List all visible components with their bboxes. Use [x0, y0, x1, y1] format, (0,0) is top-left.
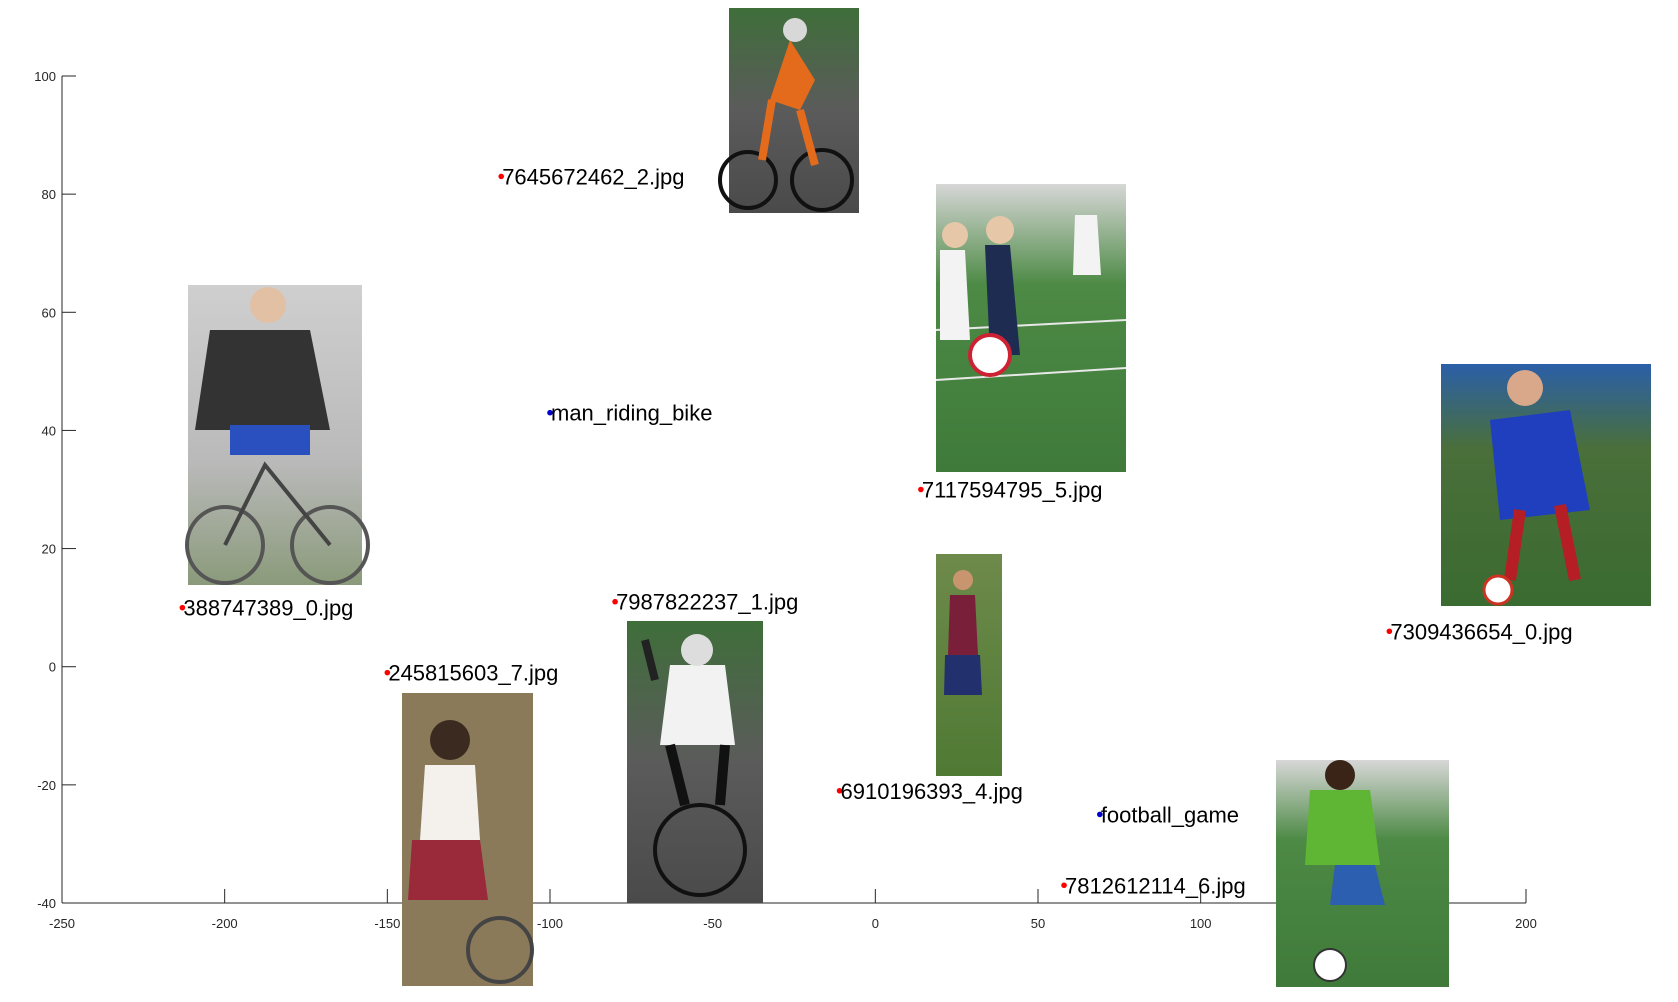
data-point	[612, 598, 618, 605]
data-point-label: 6910196393_4.jpg	[841, 779, 1023, 804]
y-tick-label: -20	[37, 778, 56, 793]
data-point	[547, 409, 553, 416]
y-tick-label: 80	[42, 187, 56, 202]
data-point-label: 245815603_7.jpg	[388, 661, 558, 686]
x-tick-label: -250	[49, 916, 75, 931]
data-point-label: 388747389_0.jpg	[183, 596, 353, 621]
x-tick-label: -50	[703, 916, 722, 931]
y-ticks: -40 -20 0 20 40 60 80 100	[34, 69, 76, 911]
x-tick-label: -100	[537, 916, 563, 931]
thumbnail-cyclist-waving	[627, 621, 763, 903]
y-tick-label: -40	[37, 896, 56, 911]
x-tick-label: -150	[374, 916, 400, 931]
data-point	[179, 604, 186, 611]
data-point-label: 7812612114_6.jpg	[1065, 873, 1246, 898]
x-tick-label: 100	[1190, 916, 1212, 931]
thumbnail-boy-bicycle	[402, 693, 534, 986]
y-tick-label: 20	[42, 542, 56, 557]
x-tick-label: -200	[212, 916, 238, 931]
thumbnail-soccer-player-green	[1276, 760, 1449, 987]
data-point-label: man_riding_bike	[551, 401, 712, 426]
data-points: 7645672462_2.jpg man_riding_bike 711759479…	[179, 164, 1573, 898]
x-tick-label: 0	[872, 916, 879, 931]
thumbnail-women-soccer	[935, 184, 1127, 472]
y-tick-label: 60	[42, 305, 56, 320]
thumbnails	[185, 8, 1651, 987]
x-tick-label: 50	[1031, 916, 1045, 931]
data-point	[384, 669, 391, 676]
data-point	[1061, 882, 1067, 889]
data-point	[498, 173, 505, 180]
thumbnail-cyclist-racing	[718, 8, 859, 213]
data-point-label: 7309436654_0.jpg	[1390, 619, 1572, 644]
thumbnail-soccer-players	[936, 554, 1002, 776]
data-point	[836, 787, 843, 794]
data-point-label: 7117594795_5.jpg	[922, 478, 1103, 503]
thumbnail-man-bicycle	[185, 285, 370, 585]
thumbnail-man-kicking-ball	[1441, 364, 1651, 606]
y-tick-label: 40	[42, 423, 56, 438]
x-tick-label: 200	[1515, 916, 1537, 931]
data-point-label: football_game	[1101, 802, 1239, 827]
y-tick-label: 100	[34, 69, 56, 84]
data-point	[918, 486, 924, 493]
data-point	[1386, 628, 1393, 635]
data-point-label: 7645672462_2.jpg	[502, 164, 684, 189]
data-point	[1097, 811, 1103, 818]
y-tick-label: 0	[49, 660, 56, 675]
data-point-label: 7987822237_1.jpg	[616, 590, 798, 615]
